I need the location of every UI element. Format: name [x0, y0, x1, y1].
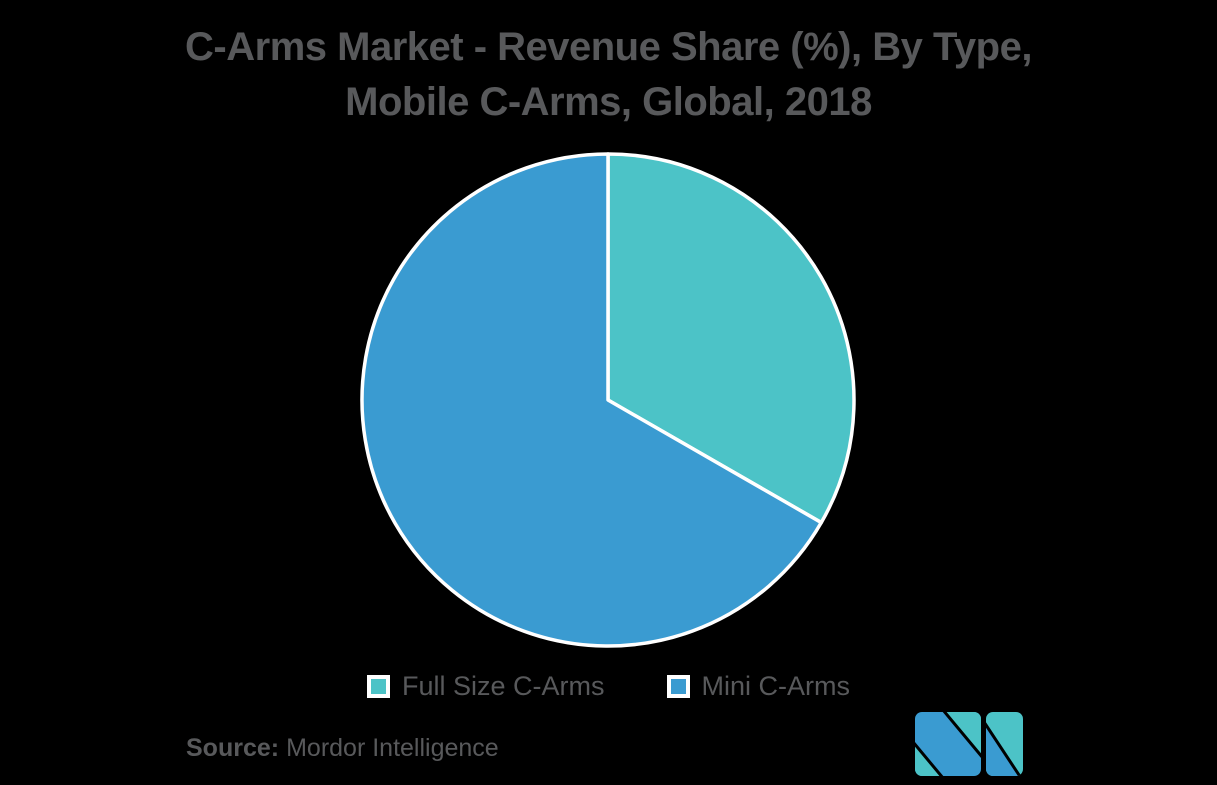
pie-slice-mini-c-arms [360, 152, 824, 648]
source-label: Source: [186, 734, 280, 762]
pie-chart [360, 152, 856, 648]
chart-title-line2: Mobile C-Arms, Global, 2018 [345, 80, 872, 124]
legend-label-mini: Mini C-Arms [701, 671, 851, 701]
chart-title-line1: C-Arms Market - Revenue Share (%), By Ty… [185, 25, 1032, 69]
logo-m-teal-top-right [939, 712, 981, 763]
legend-swatch-full-size-icon [366, 675, 390, 698]
mordor-intelligence-logo [915, 712, 1023, 776]
legend-item-full-size-c-arms: Full Size C-Arms [366, 671, 605, 702]
logo-i-blue-triangle [986, 717, 1023, 776]
logo-m-teal-bottom-left [915, 737, 947, 776]
legend-label-full-size: Full Size C-Arms [401, 671, 605, 701]
logo-i-right-block [986, 712, 1023, 776]
legend: Full Size C-Arms Mini C-Arms [0, 671, 1217, 702]
logo-m-left-block [915, 712, 981, 776]
legend-item-mini-c-arms: Mini C-Arms [666, 671, 851, 702]
chart-title: C-Arms Market - Revenue Share (%), By Ty… [0, 20, 1217, 130]
pie-slice-full-size-c-arms [606, 152, 856, 525]
source-line: Source: Mordor Intelligence [186, 734, 499, 763]
legend-swatch-mini-icon [666, 675, 690, 698]
source-text: Mordor Intelligence [286, 734, 499, 762]
